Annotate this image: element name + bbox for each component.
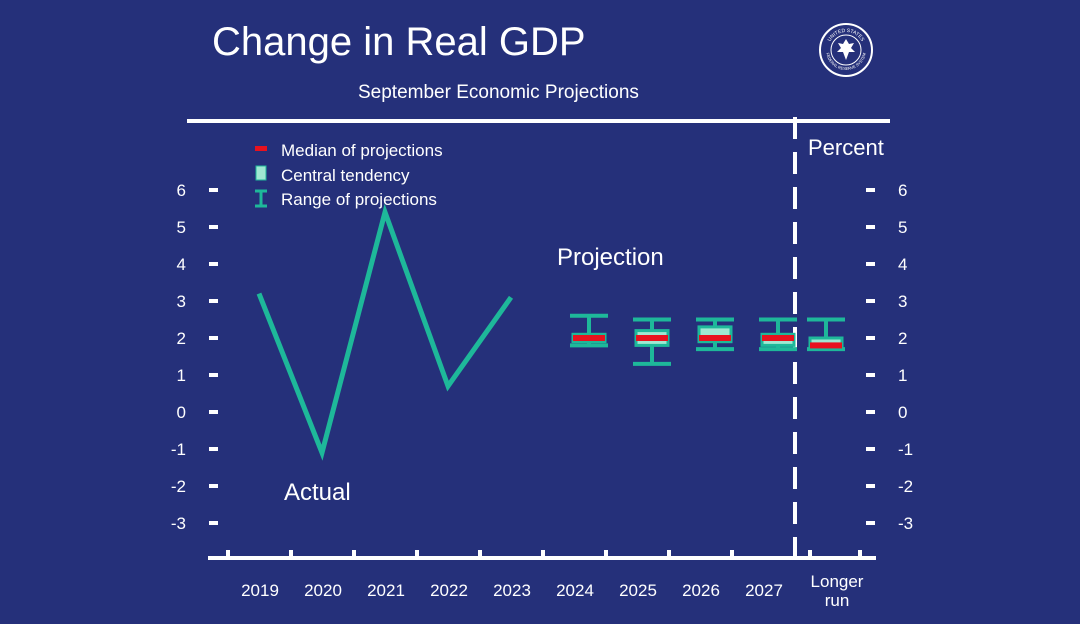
chart-title: Change in Real GDP	[212, 20, 586, 64]
y-tick-mark-left	[209, 373, 218, 377]
y-tick-mark-left	[209, 410, 218, 414]
y-tick-label-left: 5	[177, 218, 186, 237]
y-tick-mark-right	[866, 225, 875, 229]
left-y-axis: -3 -2 -1 0 1 2 3 4 5 6	[171, 181, 218, 533]
median-marker	[699, 335, 731, 341]
x-tick-mark	[667, 550, 671, 558]
y-tick-mark-right	[866, 262, 875, 266]
legend-range-swatch	[255, 189, 267, 208]
x-tick-mark	[226, 550, 230, 558]
x-tick-label: Longer run	[811, 572, 864, 610]
x-tick-mark	[730, 550, 734, 558]
y-tick-mark-right	[866, 373, 875, 377]
y-tick-label-right: 5	[898, 218, 907, 237]
y-tick-mark-right	[866, 299, 875, 303]
y-tick-label-left: -3	[171, 514, 186, 533]
y-tick-label-left: 1	[177, 366, 186, 385]
legend: Median of projections Central tendency R…	[255, 141, 443, 209]
median-marker	[762, 335, 794, 341]
x-tick-label: 2027	[745, 581, 783, 600]
y-tick-mark-left	[209, 299, 218, 303]
y-tick-label-right: 0	[898, 403, 907, 422]
actual-gdp-line	[256, 203, 514, 461]
projection-mark-2025	[633, 317, 671, 366]
percent-unit-label: Percent	[808, 135, 884, 160]
y-tick-mark-right	[866, 410, 875, 414]
actual-annotation: Actual	[284, 479, 351, 506]
x-tick-mark	[541, 550, 545, 558]
median-marker	[636, 335, 668, 341]
x-tick-mark	[289, 550, 293, 558]
y-tick-label-right: 3	[898, 292, 907, 311]
y-tick-label-left: -1	[171, 440, 186, 459]
median-marker	[810, 342, 842, 349]
legend-median-label: Median of projections	[281, 141, 443, 160]
y-tick-mark-left	[209, 188, 218, 192]
x-tick-label: 2020	[304, 581, 342, 600]
x-tick-mark	[415, 550, 419, 558]
y-tick-mark-left	[209, 447, 218, 451]
x-tick-label: 2022	[430, 581, 468, 600]
y-tick-mark-right	[866, 336, 875, 340]
y-tick-label-right: -2	[898, 477, 913, 496]
federal-reserve-seal-icon: UNITED STATES FEDERAL RESERVE SYSTEM	[819, 23, 873, 77]
projection-annotation: Projection	[557, 244, 664, 271]
right-y-axis: -3 -2 -1 0 1 2 3 4 5 6	[866, 181, 913, 533]
seal-eagle-shape	[837, 39, 855, 60]
x-tick-label: 2021	[367, 581, 405, 600]
x-tick-label: 2019	[241, 581, 279, 600]
x-tick-mark	[808, 550, 812, 558]
x-tick-label: 2026	[682, 581, 720, 600]
projection-mark-longer-run	[807, 317, 845, 352]
y-tick-mark-right	[866, 447, 875, 451]
y-tick-label-left: 0	[177, 403, 186, 422]
y-tick-mark-right	[866, 484, 875, 488]
chart-subtitle: September Economic Projections	[358, 82, 639, 103]
x-tick-label: 2023	[493, 581, 531, 600]
y-tick-mark-left	[209, 336, 218, 340]
y-tick-label-right: 1	[898, 366, 907, 385]
actual-series	[256, 203, 514, 461]
legend-central-label: Central tendency	[281, 166, 410, 185]
legend-median-swatch	[255, 146, 267, 151]
y-tick-label-right: 6	[898, 181, 907, 200]
x-tick-mark	[478, 550, 482, 558]
median-marker	[573, 335, 605, 341]
legend-central-swatch	[255, 165, 267, 181]
y-tick-label-left: -2	[171, 477, 186, 496]
x-tick-mark	[352, 550, 356, 558]
y-tick-label-right: 4	[898, 255, 907, 274]
y-tick-mark-left	[209, 484, 218, 488]
y-tick-mark-left	[209, 521, 218, 525]
projection-mark-2027	[759, 317, 797, 352]
projection-mark-2024	[570, 313, 608, 348]
y-tick-mark-left	[209, 262, 218, 266]
x-tick-label: 2025	[619, 581, 657, 600]
y-tick-mark-right	[866, 188, 875, 192]
y-tick-label-right: -1	[898, 440, 913, 459]
projection-series	[570, 313, 845, 366]
y-tick-label-right: 2	[898, 329, 907, 348]
y-tick-label-left: 4	[177, 255, 186, 274]
y-tick-mark-right	[866, 521, 875, 525]
legend-range-label: Range of projections	[281, 190, 437, 209]
y-tick-mark-left	[209, 225, 218, 229]
x-tick-mark	[858, 550, 862, 558]
y-tick-label-left: 2	[177, 329, 186, 348]
x-axis: 2019 2020 2021 2022 2023 2024 2025 2026 2027 Long…	[226, 550, 864, 610]
y-tick-label-left: 6	[177, 181, 186, 200]
x-tick-label: 2024	[556, 581, 594, 600]
y-tick-label-left: 3	[177, 292, 186, 311]
projection-mark-2026	[696, 317, 734, 352]
y-tick-label-right: -3	[898, 514, 913, 533]
x-tick-mark	[604, 550, 608, 558]
